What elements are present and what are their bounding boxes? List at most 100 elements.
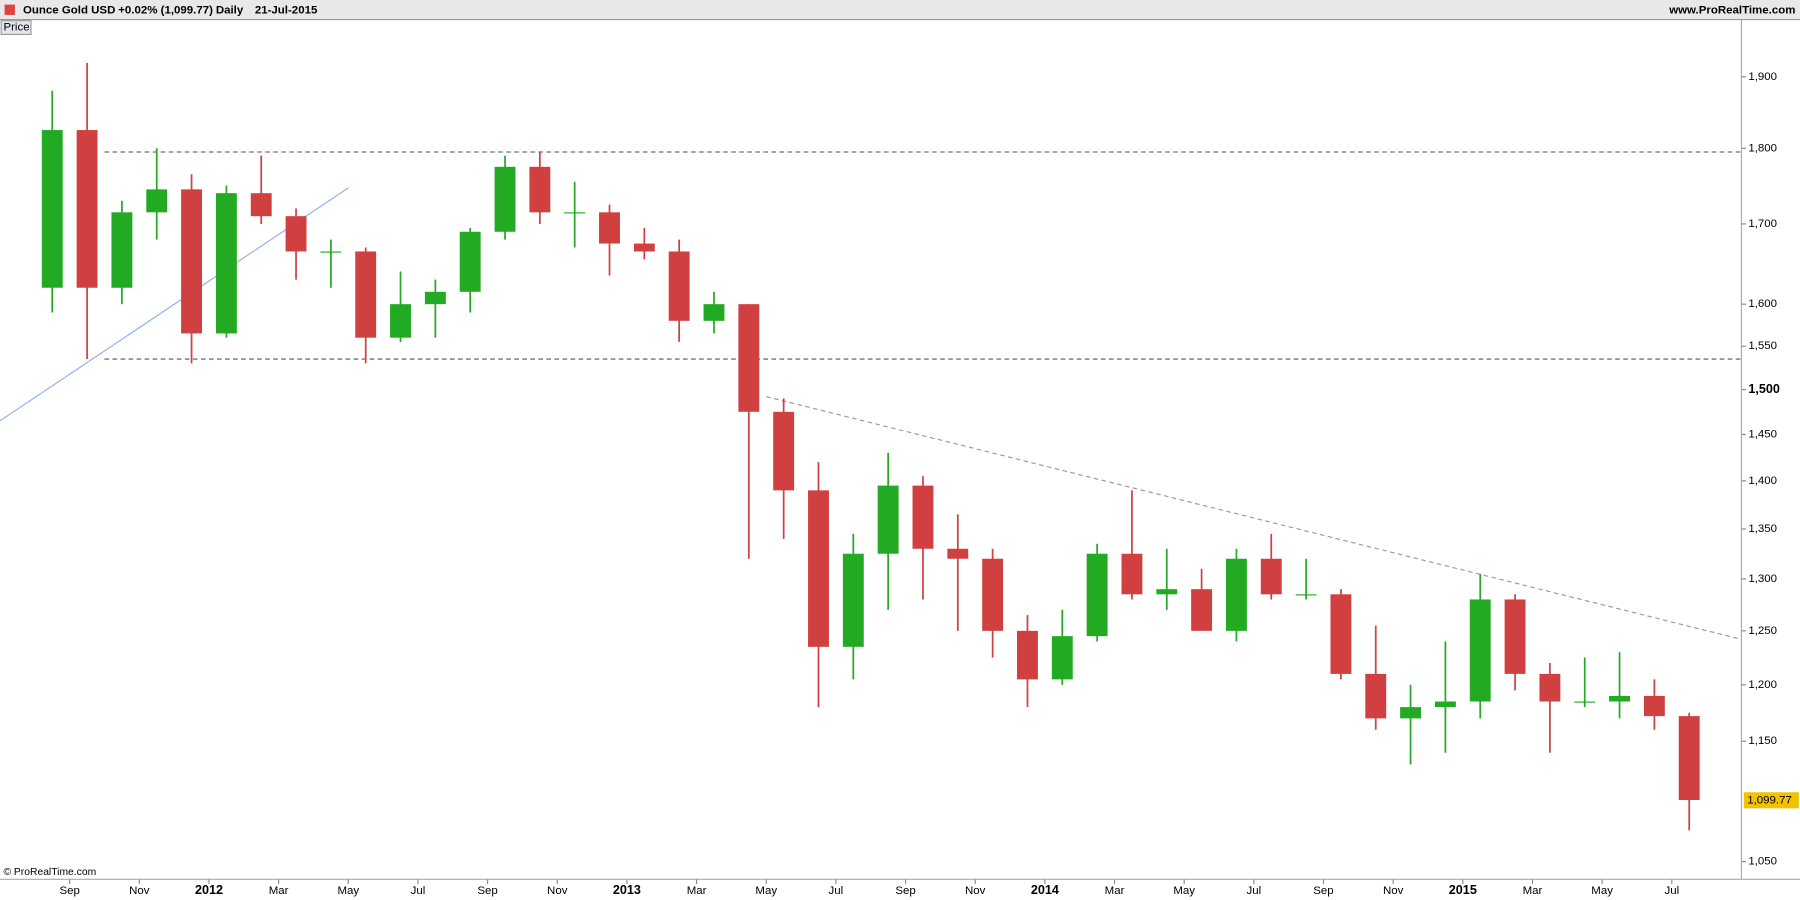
candle-body [1051, 636, 1073, 680]
x-tick-label: May [755, 885, 777, 897]
site: www.ProRealTime.com [1668, 4, 1795, 16]
candle-body [424, 291, 446, 305]
y-tick-label: 1,600 [1748, 298, 1777, 310]
candle-body [1017, 630, 1038, 680]
panel-label: Price [3, 22, 29, 34]
x-tick-label: Sep [895, 885, 915, 897]
candle-body [912, 485, 934, 549]
candle-body [564, 212, 586, 214]
x-tick-label: May [1591, 885, 1613, 897]
x-tick-label: Mar [687, 885, 707, 897]
candle-body [947, 548, 969, 559]
candle-body [111, 212, 133, 288]
x-tick-label: Jul [1247, 885, 1262, 897]
y-tick-label: 1,050 [1748, 856, 1777, 868]
candle-body [215, 193, 237, 334]
y-tick-label: 1,550 [1748, 340, 1777, 352]
header-bar [0, 0, 1800, 20]
candle-body [1191, 589, 1213, 631]
x-tick-label: Mar [1523, 885, 1543, 897]
candle-body [146, 189, 168, 213]
y-tick-label: 1,200 [1748, 679, 1777, 691]
y-tick-label: 1,400 [1748, 475, 1777, 487]
x-tick-label: Mar [1105, 885, 1125, 897]
candle-body [529, 166, 551, 213]
candle-body [773, 411, 795, 491]
x-tick-label: Sep [59, 885, 79, 897]
candle-body [842, 553, 864, 647]
candle-body [703, 304, 725, 321]
date: 21-Jul-2015 [255, 4, 318, 16]
candle-body [1434, 701, 1456, 708]
candle-body [1330, 594, 1352, 674]
candle-body [1504, 599, 1526, 674]
candle-body [494, 166, 516, 232]
icon [4, 4, 15, 15]
candle-body [390, 304, 411, 338]
y-tick-label: 1,500 [1748, 382, 1780, 396]
candle-body [1086, 553, 1108, 637]
candle-body [1365, 673, 1387, 719]
x-tick-label: Jul [411, 885, 426, 897]
candle-body [1295, 594, 1317, 596]
x-tick-label: Jul [1664, 885, 1679, 897]
x-tick-label: Jul [829, 885, 844, 897]
candle-body [1678, 716, 1700, 801]
copyright: © ProRealTime.com [3, 867, 96, 878]
interval: Daily [216, 4, 244, 16]
candle-body [459, 231, 481, 292]
candle-body [1225, 558, 1247, 631]
trend-line [766, 396, 1742, 640]
last-price-box [1743, 792, 1799, 809]
x-tick-label: Sep [477, 885, 497, 897]
x-tick-label: 2014 [1031, 883, 1059, 897]
candle-body [1643, 695, 1665, 717]
candle-body [599, 212, 620, 244]
x-tick-label: 2015 [1449, 883, 1477, 897]
x-tick-label: Sep [1313, 885, 1333, 897]
change: +0.02% (1,099.77) [118, 4, 213, 16]
y-tick-label: 1,700 [1748, 218, 1777, 230]
candle-body [285, 216, 307, 252]
candle-body [738, 304, 760, 412]
candle-body [1574, 701, 1596, 703]
y-tick-label: 1,300 [1748, 573, 1777, 585]
candle-body [633, 243, 655, 252]
candle-body [1156, 589, 1178, 595]
candle-body [250, 193, 272, 217]
x-tick-label: May [337, 885, 359, 897]
y-tick-label: 1,150 [1748, 735, 1777, 747]
x-tick-label: May [1173, 885, 1195, 897]
candle-body [877, 485, 899, 554]
candle-body [1260, 558, 1282, 595]
x-tick-label: Nov [965, 885, 986, 897]
candle-body [355, 251, 377, 338]
x-tick-label: Nov [1383, 885, 1404, 897]
candle-body [1121, 553, 1143, 595]
x-tick-label: 2012 [195, 883, 223, 897]
x-tick-label: Mar [269, 885, 289, 897]
y-tick-label: 1,450 [1748, 428, 1777, 440]
panel-label-box [0, 20, 32, 36]
candle-body [181, 189, 203, 334]
y-tick-label: 1,800 [1748, 142, 1777, 154]
y-tick-label: 1,250 [1748, 625, 1777, 637]
candle-body [1609, 695, 1631, 702]
candle-body [1469, 599, 1491, 702]
x-tick-label: Nov [129, 885, 150, 897]
x-tick-label: 2013 [613, 883, 641, 897]
candle-body [808, 490, 829, 647]
last-price-label: 1,099.77 [1747, 794, 1792, 806]
y-tick-label: 1,350 [1748, 523, 1777, 535]
candle-body [668, 251, 690, 321]
candle-body [982, 558, 1004, 631]
x-tick-label: Nov [547, 885, 568, 897]
chart-title: Ounce Gold USD [23, 4, 115, 16]
candle-body [76, 130, 98, 288]
candle-body [41, 130, 63, 288]
y-tick-label: 1,900 [1748, 71, 1777, 83]
candle-body [320, 251, 342, 253]
candle-body [1400, 707, 1422, 719]
